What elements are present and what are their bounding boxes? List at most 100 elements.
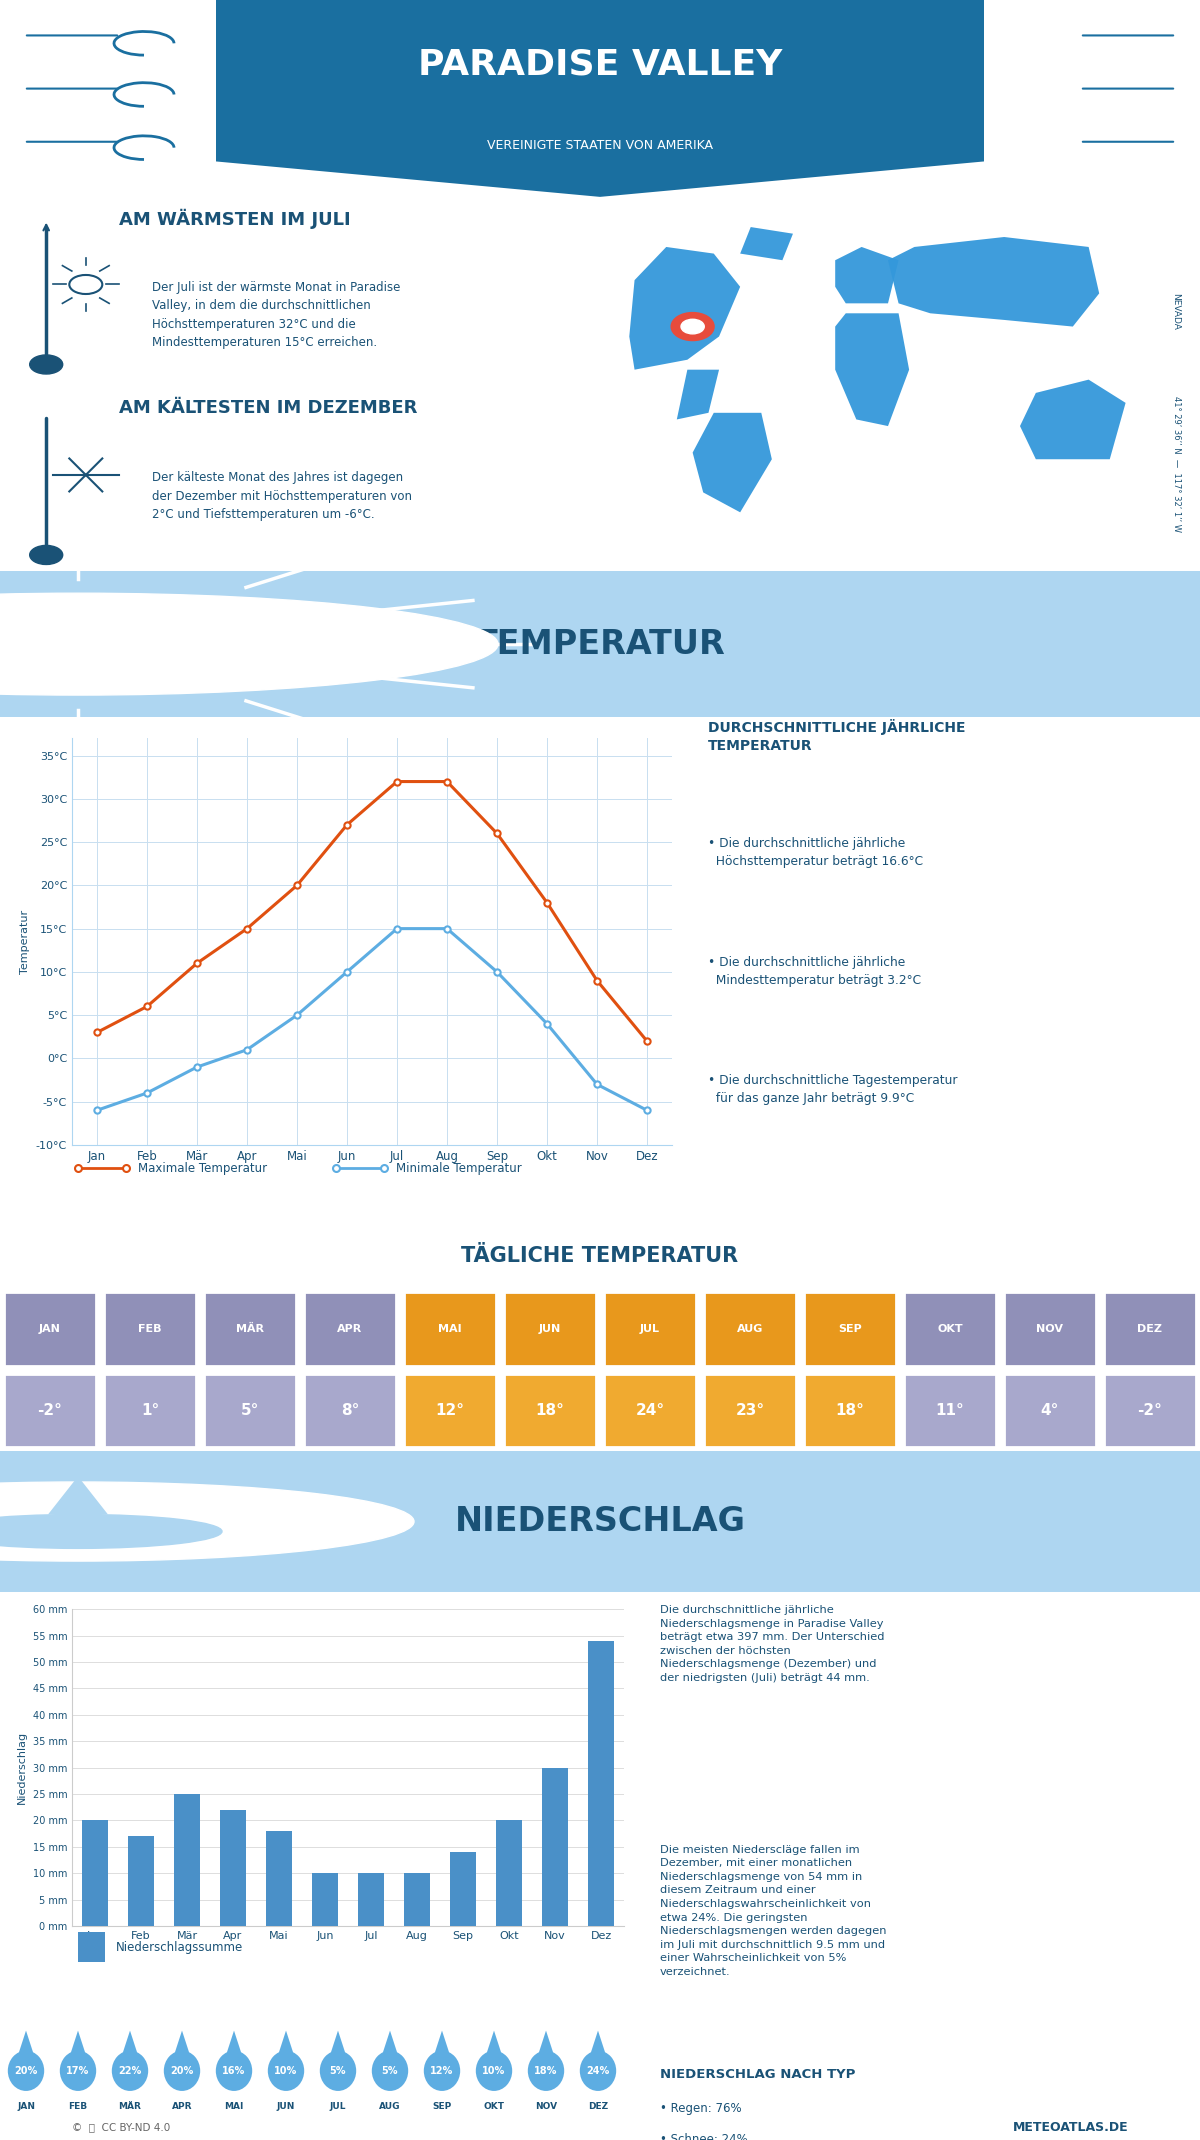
Text: 24%: 24% xyxy=(587,2065,610,2076)
Text: -2°: -2° xyxy=(37,1402,62,1419)
Text: • Regen: 76%: • Regen: 76% xyxy=(660,2101,742,2114)
Ellipse shape xyxy=(216,2050,252,2091)
Text: 1°: 1° xyxy=(140,1402,160,1419)
Circle shape xyxy=(682,319,704,334)
Text: 5°: 5° xyxy=(241,1402,259,1419)
FancyBboxPatch shape xyxy=(1003,1374,1097,1447)
Text: DEZ: DEZ xyxy=(588,2101,608,2110)
FancyBboxPatch shape xyxy=(403,1374,497,1447)
FancyBboxPatch shape xyxy=(4,1293,96,1365)
Ellipse shape xyxy=(424,2050,461,2091)
Bar xyxy=(588,1641,613,1926)
Ellipse shape xyxy=(475,2050,512,2091)
FancyBboxPatch shape xyxy=(304,1374,396,1447)
Polygon shape xyxy=(835,246,899,304)
Polygon shape xyxy=(835,312,910,426)
Text: 17%: 17% xyxy=(66,2065,90,2076)
Text: 10%: 10% xyxy=(482,2065,505,2076)
Text: Niederschlagssumme: Niederschlagssumme xyxy=(116,1941,244,1954)
Bar xyxy=(542,1768,568,1926)
Text: SEP: SEP xyxy=(838,1325,862,1333)
Text: -2°: -2° xyxy=(1138,1402,1163,1419)
FancyBboxPatch shape xyxy=(804,1293,896,1365)
Text: Der kälteste Monat des Jahres ist dagegen
der Dezember mit Höchsttemperaturen vo: Der kälteste Monat des Jahres ist dagege… xyxy=(152,471,412,522)
FancyBboxPatch shape xyxy=(904,1374,996,1447)
Polygon shape xyxy=(431,2031,454,2065)
FancyBboxPatch shape xyxy=(1003,1293,1097,1365)
Text: JUN: JUN xyxy=(277,2101,295,2110)
Text: NOV: NOV xyxy=(1037,1325,1063,1333)
Text: Minimale Temperatur: Minimale Temperatur xyxy=(396,1162,522,1175)
Polygon shape xyxy=(216,0,984,197)
Text: JUL: JUL xyxy=(640,1325,660,1333)
Polygon shape xyxy=(888,238,1099,327)
Text: 10%: 10% xyxy=(275,2065,298,2076)
Circle shape xyxy=(0,1483,414,1560)
Circle shape xyxy=(0,1515,222,1549)
Text: 20%: 20% xyxy=(170,2065,193,2076)
Text: 5%: 5% xyxy=(382,2065,398,2076)
Text: • Die durchschnittliche Tagestemperatur
  für das ganze Jahr beträgt 9.9°C: • Die durchschnittliche Tagestemperatur … xyxy=(708,1074,958,1104)
Text: 5%: 5% xyxy=(330,2065,347,2076)
FancyBboxPatch shape xyxy=(504,1293,596,1365)
Polygon shape xyxy=(48,1477,108,1515)
FancyBboxPatch shape xyxy=(904,1293,996,1365)
Polygon shape xyxy=(587,2031,610,2065)
FancyBboxPatch shape xyxy=(703,1374,797,1447)
Text: 8°: 8° xyxy=(341,1402,359,1419)
Bar xyxy=(174,1793,199,1926)
Bar xyxy=(83,1821,108,1926)
Circle shape xyxy=(0,606,402,683)
FancyBboxPatch shape xyxy=(204,1374,296,1447)
Text: AUG: AUG xyxy=(737,1325,763,1333)
FancyBboxPatch shape xyxy=(0,569,1200,719)
Polygon shape xyxy=(677,370,719,419)
Text: METEOATLAS.DE: METEOATLAS.DE xyxy=(1013,2121,1128,2134)
Text: 24°: 24° xyxy=(636,1402,665,1419)
FancyBboxPatch shape xyxy=(103,1293,197,1365)
Text: NEVADA: NEVADA xyxy=(1171,293,1181,330)
Text: FEB: FEB xyxy=(138,1325,162,1333)
Circle shape xyxy=(30,546,62,565)
FancyBboxPatch shape xyxy=(604,1374,696,1447)
Ellipse shape xyxy=(8,2050,44,2091)
Text: AM WÄRMSTEN IM JULI: AM WÄRMSTEN IM JULI xyxy=(119,208,350,229)
Text: NIEDERSCHLAG NACH TYP: NIEDERSCHLAG NACH TYP xyxy=(660,2067,856,2080)
FancyBboxPatch shape xyxy=(1104,1374,1196,1447)
Bar xyxy=(404,1872,430,1926)
Text: Der Juli ist der wärmste Monat in Paradise
Valley, in dem die durchschnittlichen: Der Juli ist der wärmste Monat in Paradi… xyxy=(152,280,400,349)
Text: TEMPERATUR: TEMPERATUR xyxy=(475,627,725,661)
Polygon shape xyxy=(1020,379,1126,460)
Ellipse shape xyxy=(580,2050,617,2091)
FancyBboxPatch shape xyxy=(204,1293,296,1365)
Bar xyxy=(266,1832,292,1926)
Text: 16%: 16% xyxy=(222,2065,246,2076)
Circle shape xyxy=(672,315,713,338)
FancyBboxPatch shape xyxy=(604,1293,696,1365)
Text: NIEDERSCHLAG: NIEDERSCHLAG xyxy=(455,1504,745,1539)
Polygon shape xyxy=(222,2031,246,2065)
Text: 18°: 18° xyxy=(835,1402,864,1419)
Text: MÄR: MÄR xyxy=(236,1325,264,1333)
Text: 18°: 18° xyxy=(535,1402,564,1419)
Bar xyxy=(128,1836,154,1926)
FancyBboxPatch shape xyxy=(103,1374,197,1447)
Text: APR: APR xyxy=(172,2101,192,2110)
Text: ©  ⓘ  CC BY-ND 4.0: © ⓘ CC BY-ND 4.0 xyxy=(72,2123,170,2131)
FancyBboxPatch shape xyxy=(1104,1293,1196,1365)
Ellipse shape xyxy=(319,2050,356,2091)
Bar xyxy=(359,1872,384,1926)
Y-axis label: Temperatur: Temperatur xyxy=(20,910,30,974)
Text: 41° 29’ 36’’ N  —  117° 32’ 1’’ W: 41° 29’ 36’’ N — 117° 32’ 1’’ W xyxy=(1171,396,1181,531)
Bar xyxy=(450,1851,475,1926)
Text: • Die durchschnittliche jährliche
  Mindesttemperatur beträgt 3.2°C: • Die durchschnittliche jährliche Mindes… xyxy=(708,957,922,987)
Text: MAI: MAI xyxy=(224,2101,244,2110)
Text: 12%: 12% xyxy=(431,2065,454,2076)
Text: VEREINIGTE STAATEN VON AMERIKA: VEREINIGTE STAATEN VON AMERIKA xyxy=(487,139,713,152)
Text: SEP: SEP xyxy=(432,2101,451,2110)
Text: FEB: FEB xyxy=(68,2101,88,2110)
Y-axis label: Niederschlag: Niederschlag xyxy=(17,1731,26,1804)
FancyBboxPatch shape xyxy=(78,1932,106,1962)
Text: AUG: AUG xyxy=(379,2101,401,2110)
Text: PARADISE VALLEY: PARADISE VALLEY xyxy=(418,47,782,81)
